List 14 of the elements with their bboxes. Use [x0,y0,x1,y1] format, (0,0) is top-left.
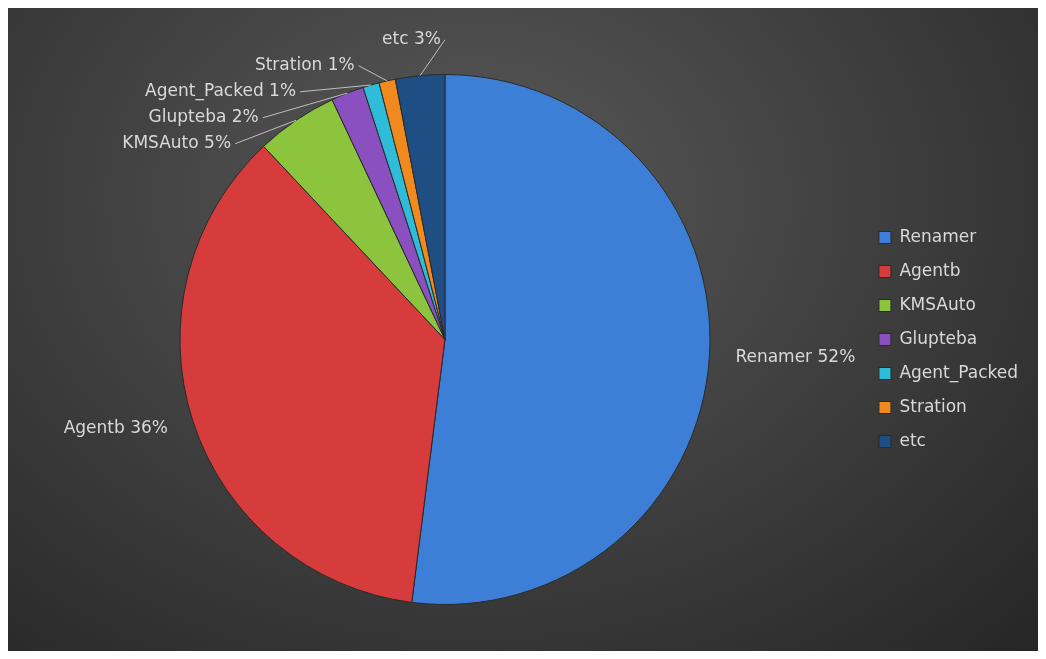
legend-label: Stration [899,395,967,416]
category-label: etc 3% [382,28,441,49]
category-label: Glupteba 2% [148,106,259,127]
legend-label: Glupteba [899,327,978,348]
category-label: Agentb 36% [63,416,169,437]
category-label: Renamer 52% [735,345,856,366]
legend-label: etc [899,429,926,450]
legend-label: Renamer [899,225,977,246]
category-label: Agent_Packed 1% [145,80,297,101]
legend-label: KMSAuto [899,293,976,314]
legend-label: Agentb [899,259,961,280]
category-label: Stration 1% [254,54,355,75]
legend-label: Agent_Packed [899,361,1018,383]
category-label: KMSAuto 5% [122,132,232,153]
